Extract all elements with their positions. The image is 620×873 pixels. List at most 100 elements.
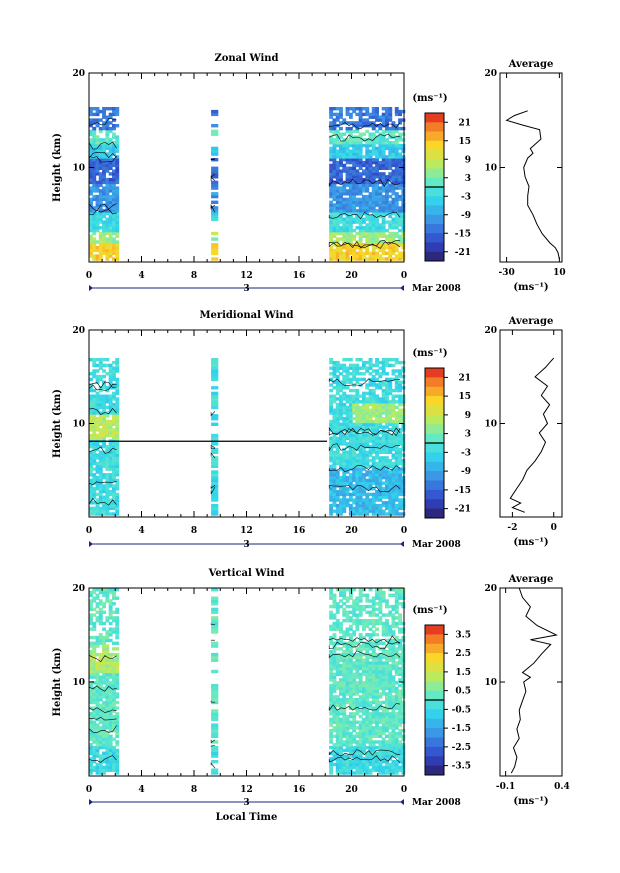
heatmap-cell [335, 442, 340, 446]
heatmap-cell [89, 760, 93, 764]
heatmap-cell [375, 245, 379, 250]
heatmap-cell [401, 189, 406, 193]
heatmap-cell [95, 698, 100, 702]
heatmap-cell [394, 650, 399, 654]
heatmap-cell [365, 765, 370, 770]
heatmap-cell [358, 414, 363, 418]
heatmap-cell [345, 672, 350, 676]
heatmap-cell [401, 132, 406, 136]
heatmap-cell [95, 714, 100, 719]
heatmap-cell [394, 638, 399, 643]
heatmap-cell [362, 169, 366, 173]
heatmap-cell [381, 121, 386, 125]
heatmap-cell [335, 439, 340, 443]
heatmap-cell [398, 374, 402, 379]
heatmap-cell [358, 231, 363, 236]
heatmap-cell [115, 209, 120, 213]
heatmap-cell [345, 633, 350, 637]
heatmap-cell [401, 214, 406, 219]
heatmap-cell [365, 754, 370, 758]
heatmap-cell [352, 621, 357, 626]
heatmap-cell [375, 358, 379, 362]
heatmap-cell [368, 377, 373, 382]
heatmap-cell [112, 658, 116, 662]
heatmap-cell [368, 706, 373, 710]
heatmap-cell [362, 706, 366, 710]
heatmap-cell [105, 467, 110, 471]
heatmap-cell [371, 678, 376, 682]
heatmap-cell [335, 748, 340, 753]
heatmap-cell [348, 417, 353, 421]
heatmap-cell [339, 189, 343, 193]
heatmap-cell [115, 501, 120, 505]
heatmap-cell [329, 169, 334, 173]
heatmap-cell [362, 757, 366, 761]
heatmap-cell [92, 641, 97, 645]
heatmap-cell [342, 226, 347, 230]
heatmap-cell [112, 461, 116, 466]
heatmap-cell [375, 723, 379, 727]
heatmap-cell [342, 481, 347, 485]
heatmap-cell [112, 433, 116, 438]
heatmap-cell [105, 498, 110, 502]
heatmap-cell [391, 667, 396, 671]
heatmap-cell [348, 714, 353, 719]
heatmap-cell [115, 743, 120, 747]
heatmap-cell [102, 240, 106, 244]
heatmap-cell [375, 442, 379, 446]
heatmap-cell [102, 180, 106, 185]
heatmap-cell [358, 459, 363, 463]
heatmap-cell [365, 484, 370, 488]
heatmap-cell [401, 487, 406, 491]
heatmap-cell [329, 683, 334, 688]
heatmap-cell [371, 726, 376, 730]
heatmap-cell [352, 706, 357, 710]
heatmap-cell [115, 731, 120, 736]
heatmap-cell [348, 498, 353, 502]
heatmap-cell [108, 400, 113, 404]
heatmap-cell [115, 220, 120, 224]
heatmap-cell [375, 209, 379, 213]
heatmap-cell [398, 729, 402, 733]
heatmap-cell [89, 400, 93, 404]
heatmap-cell [391, 706, 396, 710]
heatmap-cell [371, 220, 376, 224]
heatmap-cell [358, 419, 363, 424]
heatmap-cell [352, 422, 357, 426]
heatmap-cell [358, 478, 363, 483]
colorbar-swatch [425, 414, 444, 425]
heatmap-cell [358, 700, 363, 705]
heatmap-cell [378, 203, 383, 207]
heatmap-cell [391, 197, 396, 202]
heatmap-cell [112, 754, 116, 758]
heatmap-cell [102, 495, 106, 499]
heatmap-cell [342, 661, 347, 665]
heatmap-cell [89, 245, 93, 250]
heatmap-cell [105, 124, 110, 128]
heatmap-cell [95, 112, 100, 117]
colorbar-label: -3 [461, 192, 471, 202]
heatmap-cell [394, 720, 399, 724]
heatmap-cell [358, 762, 363, 767]
heatmap-cell [398, 498, 402, 502]
heatmap-cell [388, 129, 393, 134]
heatmap-cell [348, 495, 353, 499]
heatmap-cell [112, 698, 116, 702]
heatmap-cell [381, 428, 386, 432]
heatmap-cell [371, 667, 376, 671]
heatmap-cell [355, 366, 360, 370]
heatmap-cell [385, 129, 389, 134]
heatmap-cell [95, 602, 100, 606]
heatmap-cell [388, 681, 393, 685]
heatmap-cell [381, 394, 386, 398]
heatmap-cell [112, 748, 116, 753]
heatmap-cell [378, 380, 383, 384]
heatmap-cell [368, 745, 373, 750]
heatmap-cell [105, 220, 110, 224]
heatmap-cell [95, 254, 100, 258]
heatmap-cell [398, 388, 402, 393]
heatmap-cell [371, 652, 376, 657]
heatmap-cell [378, 470, 383, 474]
heatmap-cell [381, 667, 386, 671]
heatmap-cell [335, 760, 340, 764]
